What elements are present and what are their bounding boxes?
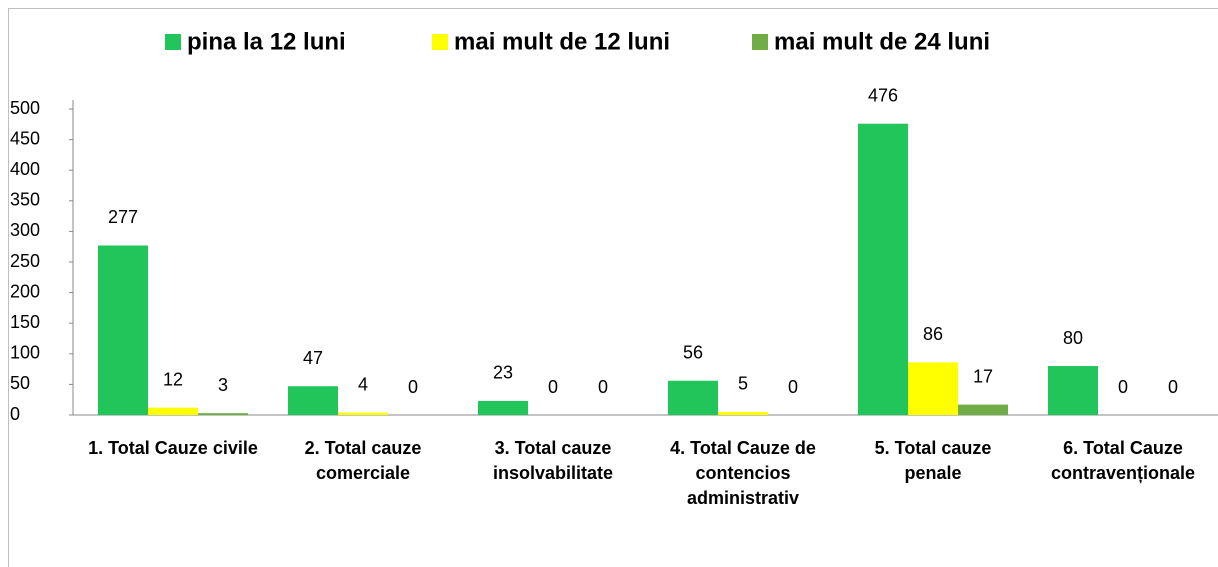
- data-label: 476: [868, 85, 898, 105]
- data-label: 0: [788, 377, 798, 397]
- data-label: 0: [1118, 377, 1128, 397]
- data-label: 277: [108, 207, 138, 227]
- bar: [958, 404, 1008, 415]
- data-label: 4: [358, 374, 368, 394]
- data-label: 0: [1168, 377, 1178, 397]
- data-label: 23: [493, 363, 513, 383]
- x-tick-label: 1. Total Cauze civile: [88, 438, 258, 458]
- y-tick-label: 250: [10, 251, 40, 271]
- y-tick-label: 450: [10, 128, 40, 148]
- x-tick-label: 5. Total cauze penale: [874, 438, 992, 483]
- y-tick-label: 300: [10, 220, 40, 240]
- data-label: 47: [303, 348, 323, 368]
- data-label: 0: [408, 377, 418, 397]
- x-tick-label: 3. Total cauze insolvabilitate: [492, 438, 614, 483]
- data-label: 86: [923, 324, 943, 344]
- chart-border: [8, 8, 1218, 567]
- data-label: 80: [1063, 328, 1083, 348]
- y-tick-label: 150: [10, 312, 40, 332]
- legend-swatch: [165, 34, 181, 50]
- legend-label: pina la 12 luni: [187, 28, 346, 55]
- y-tick-label: 350: [10, 190, 40, 210]
- legend-swatch: [432, 34, 448, 50]
- bar: [858, 123, 908, 416]
- legend-label: mai mult de 12 luni: [454, 28, 670, 55]
- bar: [338, 412, 388, 415]
- x-tick-label: 4. Total Cauze de contencios administrat…: [670, 438, 816, 508]
- data-label: 12: [163, 369, 183, 389]
- bar: [908, 362, 958, 415]
- y-tick-label: 400: [10, 159, 40, 179]
- bar: [288, 386, 338, 415]
- y-tick-label: 100: [10, 343, 40, 363]
- x-tick-label: 6. Total Cauze contravenționale: [1050, 438, 1196, 483]
- y-tick-label: 200: [10, 281, 40, 301]
- y-tick-label: 500: [10, 98, 40, 118]
- y-tick-label: 0: [10, 404, 20, 424]
- legend-label: mai mult de 24 luni: [774, 28, 990, 55]
- bar: [148, 407, 198, 415]
- bar: [98, 245, 148, 415]
- bar: [198, 413, 248, 415]
- bar: [478, 400, 528, 415]
- bar: [668, 380, 718, 415]
- data-label: 3: [218, 375, 228, 395]
- legend-swatch: [752, 34, 768, 50]
- data-label: 56: [683, 342, 703, 362]
- data-label: 0: [598, 377, 608, 397]
- data-label: 17: [973, 366, 993, 386]
- data-label: 0: [548, 377, 558, 397]
- y-tick-label: 50: [10, 373, 30, 393]
- bar: [718, 411, 768, 415]
- data-label: 5: [738, 374, 748, 394]
- x-tick-label: 2. Total cauze comerciale: [304, 438, 422, 483]
- bar: [1048, 366, 1098, 415]
